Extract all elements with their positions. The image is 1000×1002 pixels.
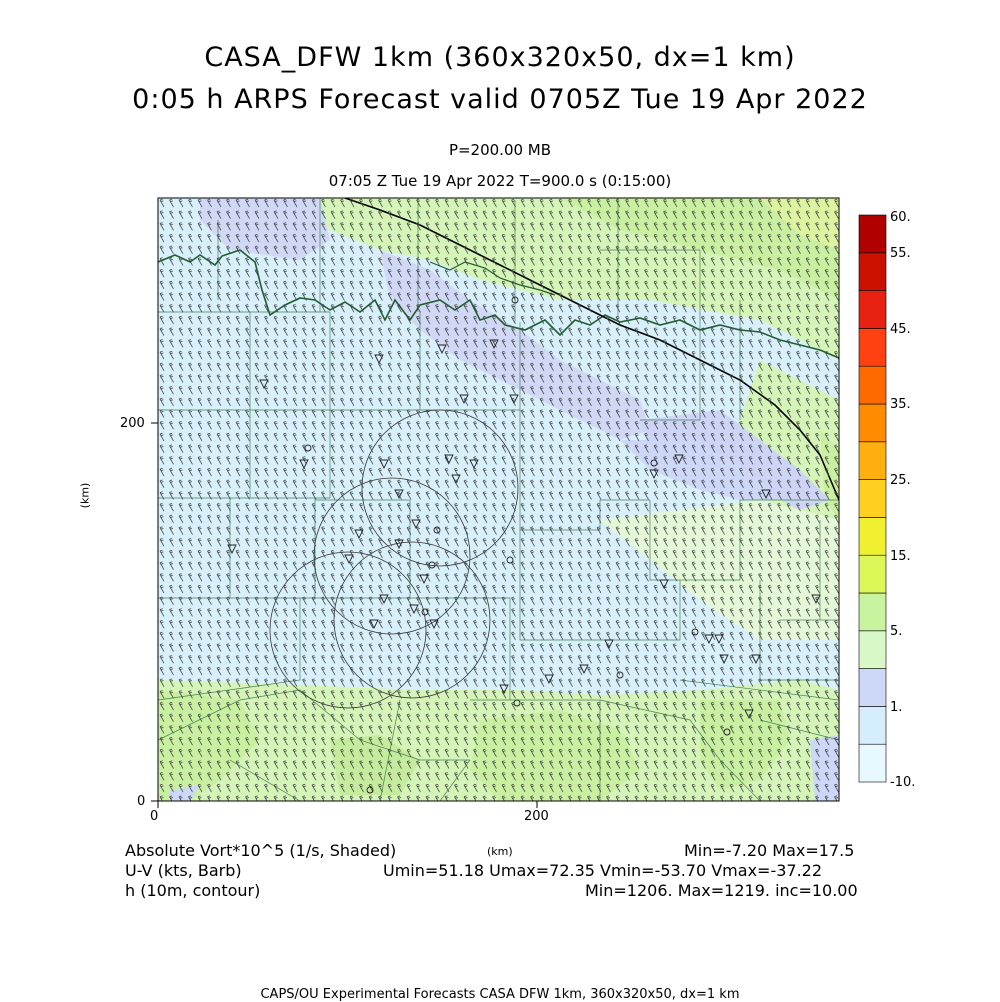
legend-field1-name: Absolute Vort*10^5 (1/s, Shaded) (125, 841, 397, 860)
axis-ticks (151, 422, 538, 808)
colorbar-label-1: 1. (890, 700, 903, 715)
legend-field3-name: h (10m, contour) (125, 881, 261, 900)
plot-title-line2: 0:05 h ARPS Forecast valid 0705Z Tue 19 … (132, 84, 868, 115)
colorbar-segment (858, 365, 887, 405)
vorticity-shading (158, 198, 839, 801)
colorbar-label-55: 55. (890, 246, 911, 261)
colorbar-segment (858, 592, 887, 632)
colorbar-segment (858, 479, 887, 518)
pressure-level-label: P=200.00 MB (448, 141, 552, 159)
colorbar-segment (858, 441, 887, 480)
x-tick-200: 200 (524, 809, 549, 824)
legend-field2-name: U-V (kts, Barb) (125, 861, 242, 880)
y-tick-0: 0 (137, 794, 146, 809)
valid-time-label: 07:05 Z Tue 19 Apr 2022 T=900.0 s (0:15:… (328, 172, 672, 190)
plot-frame (157, 197, 840, 802)
colorbar-segment (858, 668, 887, 707)
colorbar-segment (858, 743, 887, 783)
legend-field3-stats: Min=1206. Max=1219. inc=10.00 (585, 881, 858, 900)
x-tick-0: 0 (150, 809, 159, 824)
colorbar-segment (858, 214, 887, 254)
colorbar-label-25: 25. (890, 473, 911, 488)
colorbar-segment (858, 290, 887, 329)
colorbar-segment (858, 517, 887, 556)
colorbar-segment (858, 403, 887, 443)
colorbar-segment (858, 554, 887, 594)
colorbar-label-minus10: -10. (890, 775, 916, 790)
x-axis-unit: (km) (487, 845, 513, 858)
colorbar-segment (858, 328, 887, 367)
colorbar-segment (858, 252, 887, 291)
footer-credit: CAPS/OU Experimental Forecasts CASA DFW … (260, 987, 740, 1002)
colorbar-label-45: 45. (890, 322, 911, 337)
colorbar-label-15: 15. (890, 549, 911, 564)
colorbar-segment (858, 630, 887, 669)
y-tick-200: 200 (120, 416, 145, 431)
legend-field2-stats: Umin=51.18 Umax=72.35 Vmin=-53.70 Vmax=-… (383, 861, 823, 880)
colorbar-segment (858, 706, 887, 745)
observation-symbols (227, 296, 821, 794)
colorbar-label-5: 5. (890, 624, 903, 639)
legend-field1-stats: Min=-7.20 Max=17.5 (684, 841, 855, 860)
colorbar-label-60: 60. (890, 210, 911, 225)
colorbar-label-35: 35. (890, 397, 911, 412)
plot-title-line1: CASA_DFW 1km (360x320x50, dx=1 km) (204, 42, 796, 73)
